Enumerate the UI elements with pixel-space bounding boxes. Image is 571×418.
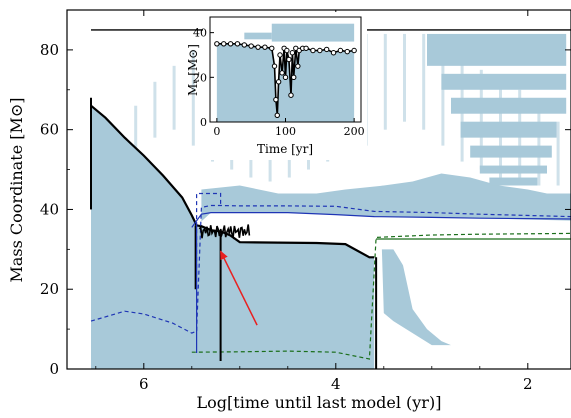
convective-band-2 (451, 97, 567, 114)
inset-point (284, 47, 290, 54)
inset-point (337, 47, 344, 54)
convective-band-5 (479, 165, 547, 174)
annotation-arrow (219, 250, 258, 326)
convective-shell (201, 173, 571, 222)
inset-point (248, 43, 254, 49)
mixing-column-4 (191, 49, 195, 146)
inset-point (286, 56, 292, 63)
convective-notch (381, 249, 451, 346)
x-tick-label: 6 (139, 375, 149, 393)
mixing-column-15 (403, 33, 406, 122)
mixing-column-2 (153, 81, 157, 138)
inset-point (330, 50, 337, 56)
convective-band-1 (441, 73, 567, 90)
annotation-layer (219, 250, 258, 326)
inset-point (310, 47, 316, 54)
inset-point (288, 92, 294, 98)
y-axis: 0 20 40 60 80 (40, 41, 571, 378)
x-tick-label: 4 (331, 375, 341, 393)
inset-point (277, 52, 283, 58)
inset-convective-area (216, 43, 355, 122)
inset-point (274, 112, 280, 118)
y-tick-label: 20 (40, 280, 59, 298)
mixing-column-1 (134, 105, 138, 150)
y-axis-label: Mass Coordinate [M⊙] (7, 97, 26, 282)
series-total-mass-noise (198, 224, 251, 240)
inset-point (269, 45, 275, 51)
inset-point (282, 74, 289, 81)
x-axis: 6 4 2 (95, 10, 533, 393)
inset-upper-strip (271, 23, 355, 42)
inset-point (221, 41, 227, 47)
inset-point (271, 63, 278, 69)
series-he_core (191, 212, 571, 228)
inset-y-axis: 0 20 40 (193, 27, 214, 129)
inset-y-tick-label: 40 (193, 27, 207, 40)
inset-point (255, 44, 261, 50)
inset-point (234, 41, 241, 47)
y-tick-label: 60 (40, 121, 59, 139)
inset-x-tick-label: 200 (344, 125, 365, 138)
mixing-column-0 (115, 129, 118, 170)
inset-point (344, 48, 350, 55)
inset-series-line (216, 43, 355, 116)
inset-point (317, 47, 323, 54)
x-axis-label: Log[time until last model (yr)] (197, 393, 442, 412)
inset-y-label: Mᵣ [M⊙] (186, 44, 200, 96)
mixing-column-3 (172, 65, 176, 130)
mixing-column-19 (479, 69, 483, 170)
mixing-column-16 (422, 33, 426, 130)
convective-band-0 (427, 33, 567, 66)
mixing-column-17 (441, 49, 445, 146)
inset-mass-line (214, 41, 357, 118)
mixing-column-14 (383, 33, 387, 130)
y-tick-label: 40 (40, 200, 59, 218)
inset-point (291, 74, 297, 81)
inset-point (214, 41, 220, 47)
convective-band-3 (460, 121, 557, 138)
series-co_core_dashed (191, 232, 571, 360)
inset-point (323, 46, 330, 53)
convective-band-4 (470, 145, 552, 158)
inset-x-label: Time [yr] (257, 142, 313, 156)
inset-plot: 0 100 200 0 20 40 Time [yr] Mᵣ [M⊙] (186, 12, 367, 160)
inset-point (295, 63, 301, 69)
inset-point (241, 42, 248, 48)
y-tick-label: 0 (49, 360, 59, 378)
mixing-column-23 (556, 121, 560, 186)
inset-x-tick-label: 100 (275, 125, 296, 138)
series-he_core_dashed (90, 204, 571, 334)
inset-point (262, 44, 268, 50)
inset-convective-zones (216, 23, 355, 122)
inset-point (273, 96, 279, 103)
inset-point (227, 41, 234, 47)
plot-frame (66, 9, 571, 370)
inset-x-axis: 0 100 200 (213, 118, 365, 138)
inset-point (303, 45, 309, 51)
inset-point (279, 70, 285, 76)
inset-upper-strip-left (244, 32, 272, 40)
inset-point (351, 47, 357, 54)
inset-point (275, 79, 282, 85)
inset-y-tick-label: 0 (200, 116, 207, 129)
convective-band-6 (489, 177, 538, 186)
he-core-shell-boundary (196, 192, 222, 332)
x-tick-label: 2 (523, 375, 533, 393)
inset-point (289, 50, 296, 56)
inset-x-tick-label: 0 (213, 125, 220, 138)
inset-y-tick-label: 20 (193, 71, 207, 84)
y-tick-label: 80 (40, 41, 59, 59)
